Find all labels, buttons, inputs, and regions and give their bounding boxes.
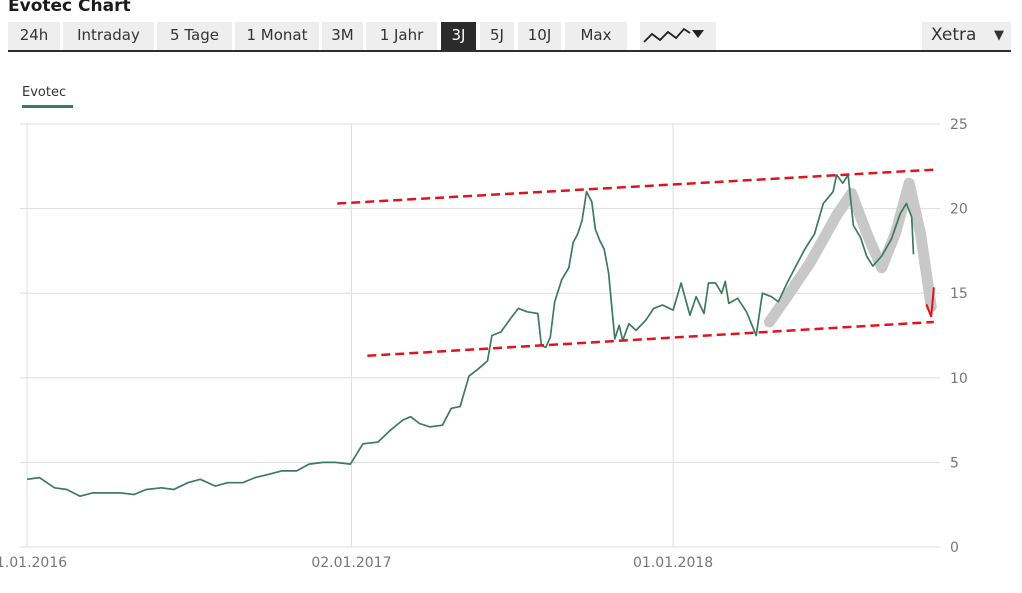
legend-label: Evotec	[22, 85, 67, 100]
chart-title: Evotec Chart	[8, 0, 131, 16]
x-tick-label: 01.01.2018	[633, 555, 713, 571]
tab-10j[interactable]: 10J	[518, 22, 561, 50]
chevron-down-icon: ▼	[994, 28, 1004, 43]
y-tick-label: 20	[950, 202, 968, 218]
exchange-dropdown[interactable]: Xetra ▼	[922, 22, 1011, 50]
tab-24h[interactable]: 24h	[8, 22, 60, 50]
y-tick-label: 15	[950, 286, 968, 302]
tab-3j[interactable]: 3J	[441, 22, 476, 50]
tab-3m[interactable]: 3M	[322, 22, 363, 50]
lower-trend-line	[367, 320, 934, 358]
x-tick-label: 01.01.2016	[0, 555, 67, 571]
x-tick-label: 02.01.2017	[311, 555, 391, 571]
chart-type-dropdown[interactable]	[640, 22, 716, 50]
tab-max[interactable]: Max	[565, 22, 627, 50]
line-chart-icon	[643, 27, 704, 43]
upper-trend-line	[337, 168, 934, 205]
tab-intraday[interactable]: Intraday	[63, 22, 154, 50]
check-mark-annotation	[925, 287, 935, 318]
tab-1-jahr[interactable]: 1 Jahr	[366, 22, 437, 50]
freehand-annotation	[763, 177, 937, 328]
series-line-evotec	[26, 173, 915, 498]
y-tick-label: 5	[950, 455, 959, 471]
chevron-down-icon	[692, 30, 704, 38]
y-tick-label: 0	[950, 540, 959, 556]
chart-legend: Evotec	[22, 85, 73, 108]
y-tick-label: 25	[950, 117, 968, 133]
tab-5-tage[interactable]: 5 Tage	[157, 22, 232, 50]
timeframe-toolbar: 24h Intraday 5 Tage 1 Monat 3M 1 Jahr 3J…	[8, 22, 1011, 52]
exchange-label: Xetra	[931, 25, 977, 45]
legend-swatch	[22, 105, 73, 108]
tab-5j[interactable]: 5J	[480, 22, 514, 50]
tab-1-monat[interactable]: 1 Monat	[235, 22, 319, 50]
y-tick-label: 10	[950, 371, 968, 387]
